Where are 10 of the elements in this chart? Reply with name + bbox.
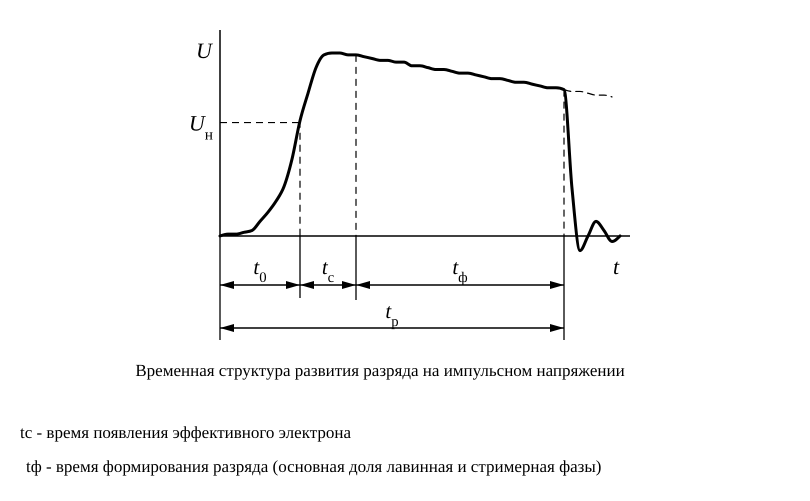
text: t$_{0}$ [253, 255, 267, 286]
text: t$_{с}$ [322, 255, 335, 286]
text: t$_{р}$ [385, 299, 399, 330]
y-axis-title: U [196, 38, 214, 63]
x-axis-title: t [612, 254, 620, 279]
text: Временная структура развития разряда на импульсном напряжении [135, 361, 625, 380]
text: t$_{ф}$ [452, 255, 468, 286]
text: tф - время формирования разряда (основная доля лавинная и стримерная фазы) [26, 457, 602, 476]
text: tс - время появления эффективного электрона [20, 423, 352, 442]
ref-line-label: U$_{н}$ [188, 110, 213, 144]
